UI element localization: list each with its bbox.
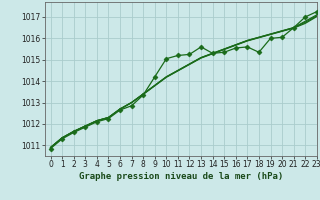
X-axis label: Graphe pression niveau de la mer (hPa): Graphe pression niveau de la mer (hPa) xyxy=(79,172,283,181)
